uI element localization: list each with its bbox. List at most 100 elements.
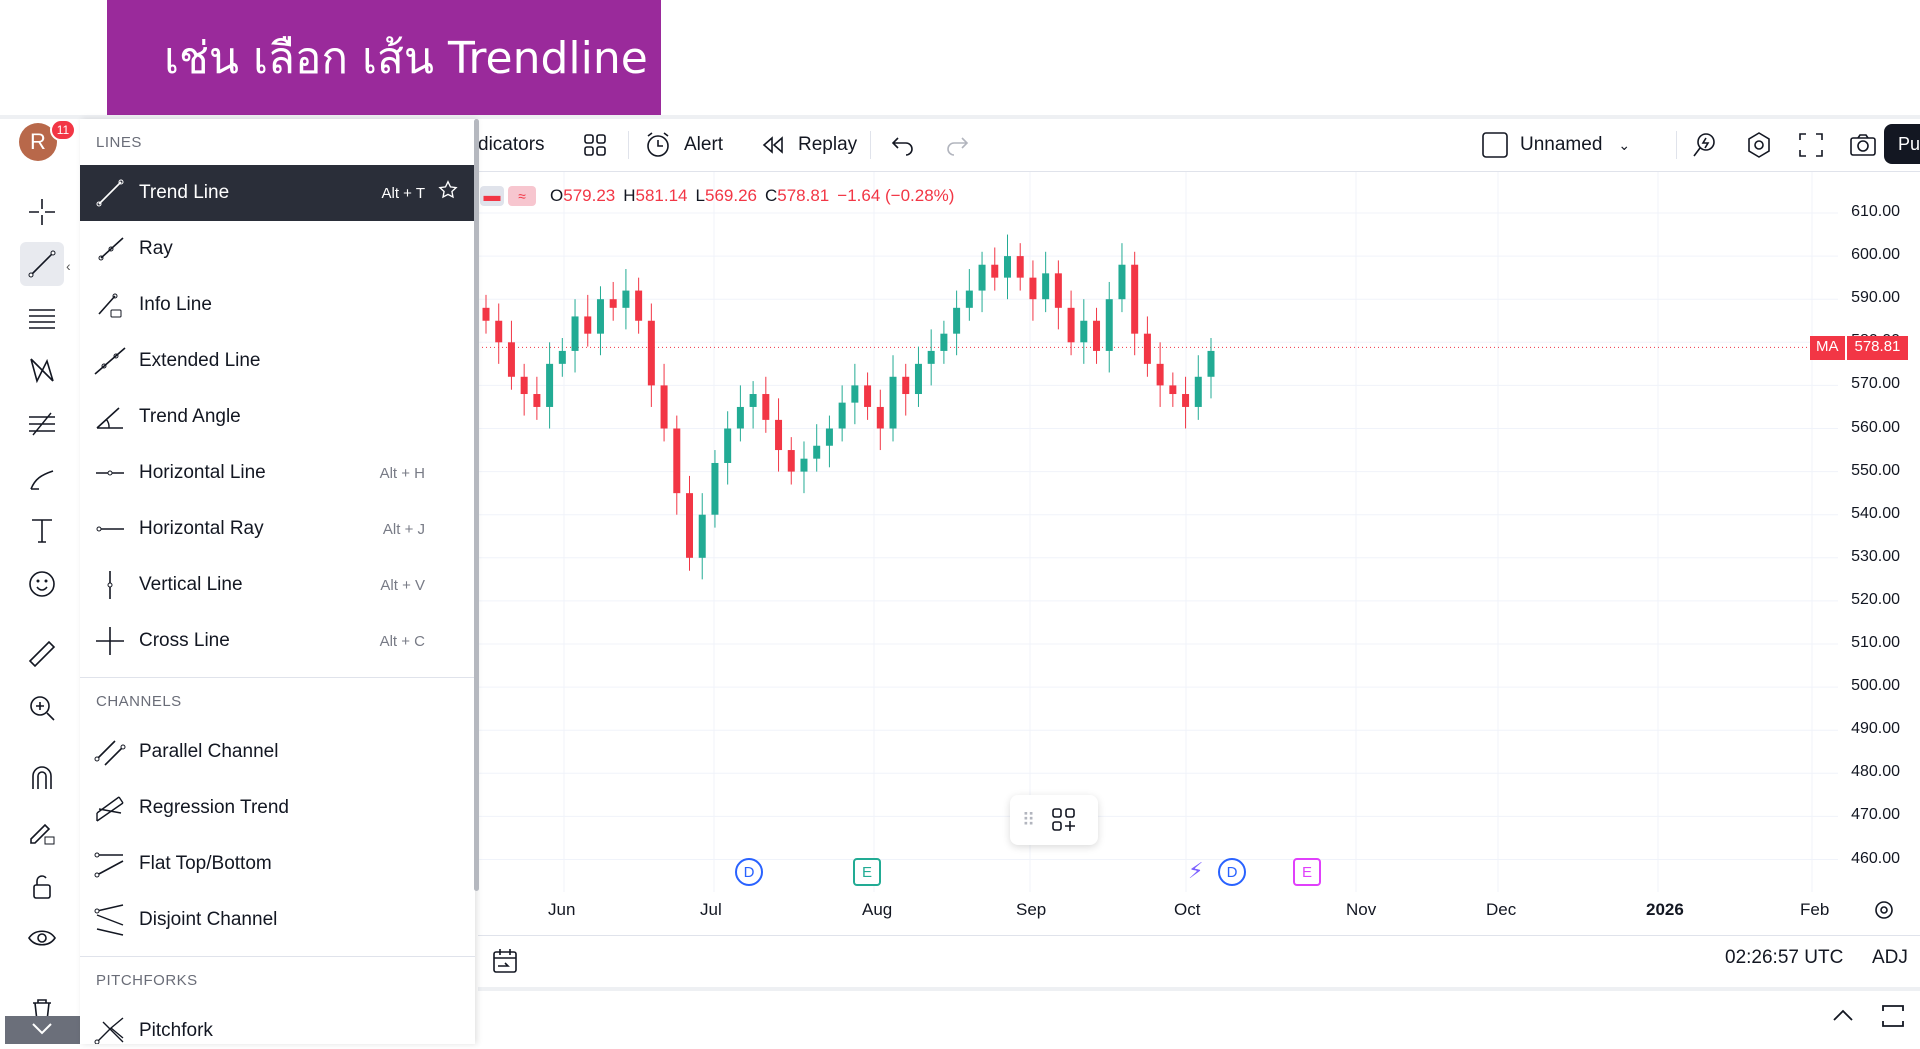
menu-item-cross-line[interactable]: Cross Line Alt + C <box>80 613 475 669</box>
menu-item-label: Extended Line <box>139 350 261 371</box>
menu-item-trend-line[interactable]: Trend Line Alt + T <box>80 165 475 221</box>
low-value: 569.26 <box>704 186 757 205</box>
menu-item-horizontal-ray[interactable]: Horizontal Ray Alt + J <box>80 501 475 557</box>
alert-label: Alert <box>684 134 724 155</box>
emoji-tool[interactable] <box>20 562 64 606</box>
star-icon[interactable] <box>437 179 459 207</box>
menu-item-disjoint-channel[interactable]: Disjoint Channel <box>80 892 475 948</box>
menu-item-extended-line[interactable]: Extended Line <box>80 333 475 389</box>
toolbar-scroll-down[interactable] <box>5 1016 80 1044</box>
menu-item-label: Ray <box>139 238 173 259</box>
candle-body <box>520 376 528 395</box>
indicators-button[interactable]: dicators <box>478 119 545 171</box>
ruler-tool[interactable] <box>20 632 64 676</box>
high-label: H <box>623 186 636 205</box>
candle-body <box>889 376 897 429</box>
text-tool[interactable] <box>20 508 64 552</box>
candle-body <box>495 320 503 343</box>
magnet-tool[interactable] <box>20 756 64 800</box>
lock-tool[interactable] <box>20 864 64 908</box>
info-line-icon <box>92 287 128 323</box>
redo-button[interactable] <box>942 119 982 171</box>
replay-button[interactable]: Replay <box>758 119 857 171</box>
price-tick-label: 550.00 <box>1851 461 1900 479</box>
dropdown-scrollbar[interactable] <box>474 119 479 891</box>
ruler-icon <box>28 640 56 668</box>
text-icon <box>32 519 52 543</box>
chevron-left-icon[interactable]: ‹ <box>66 258 71 274</box>
calendar-goto-icon[interactable] <box>490 946 520 976</box>
extended-line-icon <box>92 343 128 379</box>
dividend-event[interactable]: D <box>1218 858 1246 886</box>
templates-button[interactable] <box>580 119 620 171</box>
chevron-up-icon[interactable] <box>1828 1001 1858 1031</box>
hide-tool[interactable] <box>20 916 64 960</box>
candle-body <box>927 350 935 364</box>
lightning-icon[interactable]: ⚡ <box>1188 858 1204 883</box>
brush-tool[interactable] <box>20 456 64 500</box>
dividend-event[interactable]: D <box>735 858 763 886</box>
candle-body <box>813 445 821 459</box>
top-toolbar: dicators Alert Replay Unnamed ⌄ <box>478 119 1920 172</box>
time-tick-label: Dec <box>1486 900 1517 919</box>
price-tick-label: 600.00 <box>1851 246 1900 264</box>
undo-icon <box>891 137 913 156</box>
menu-item-vertical-line[interactable]: Vertical Line Alt + V <box>80 557 475 613</box>
close-label: C <box>764 186 778 205</box>
time-tick-label: Sep <box>1016 900 1047 919</box>
add-widget-icon[interactable] <box>1049 805 1079 835</box>
candle-body <box>1029 277 1037 300</box>
menu-item-horizontal-line[interactable]: Horizontal Line Alt + H <box>80 445 475 501</box>
layout-button[interactable]: Unnamed ⌄ <box>1480 119 1630 171</box>
minus-icon[interactable]: ▬ <box>480 186 504 206</box>
clock-time[interactable]: 02:26:57 UTC <box>1725 947 1844 968</box>
parallel-channel-icon <box>92 734 128 770</box>
toolbar-separator <box>1676 131 1677 159</box>
candle-body <box>482 307 490 321</box>
menu-item-parallel-channel[interactable]: Parallel Channel <box>80 724 475 780</box>
price-tick-label: 610.00 <box>1851 203 1900 220</box>
settings-button[interactable] <box>1744 119 1784 171</box>
menu-item-flat-top-bottom[interactable]: Flat Top/Bottom <box>80 836 475 892</box>
menu-item-ray[interactable]: Ray <box>80 221 475 277</box>
candle-body <box>762 394 770 420</box>
candle-body <box>1042 273 1050 300</box>
menu-item-trend-angle[interactable]: Trend Angle <box>80 389 475 445</box>
forecast-tool[interactable] <box>20 402 64 446</box>
shortcut-label: Alt + H <box>379 464 425 482</box>
adj-toggle[interactable]: ADJ <box>1872 947 1908 968</box>
axis-settings-button[interactable] <box>1872 898 1896 927</box>
menu-item-info-line[interactable]: Info Line <box>80 277 475 333</box>
fullscreen-icon <box>1799 133 1823 157</box>
approx-icon[interactable]: ≈ <box>508 186 536 206</box>
price-chart[interactable] <box>478 172 1838 892</box>
banner: เช่น เลือก เส้น Trendline <box>107 0 661 115</box>
menu-item-pitchfork[interactable]: Pitchfork <box>80 1003 475 1044</box>
fib-tool[interactable] <box>20 296 64 340</box>
earnings-event[interactable]: E <box>853 858 881 886</box>
alert-button[interactable]: Alert <box>644 119 723 171</box>
candle-body <box>622 290 630 308</box>
close-value: 578.81 <box>777 186 830 205</box>
earnings-event-upcoming[interactable]: E <box>1293 858 1321 886</box>
publish-button[interactable]: Pu <box>1884 124 1920 164</box>
undo-button[interactable] <box>888 119 928 171</box>
open-value: 579.23 <box>563 186 616 205</box>
pattern-tool[interactable] <box>20 348 64 392</box>
drag-handle-icon[interactable]: ⠿ <box>1022 809 1036 830</box>
gear-icon <box>1875 901 1893 919</box>
quick-search-button[interactable] <box>1690 119 1730 171</box>
publish-label: Pu <box>1898 133 1920 154</box>
fullscreen-button[interactable] <box>1796 119 1836 171</box>
maximize-panel-icon[interactable] <box>1878 1001 1908 1031</box>
candle-body <box>635 290 643 321</box>
candle-body <box>914 363 922 395</box>
crosshair-tool[interactable] <box>20 190 64 234</box>
menu-item-regression-trend[interactable]: Regression Trend <box>80 780 475 836</box>
candle-body <box>1118 264 1126 300</box>
grid-icon <box>584 134 606 156</box>
trend-line-tool[interactable] <box>20 242 64 286</box>
stay-drawing-tool[interactable] <box>20 810 64 854</box>
zoom-tool[interactable] <box>20 686 64 730</box>
snapshot-button[interactable] <box>1848 119 1888 171</box>
